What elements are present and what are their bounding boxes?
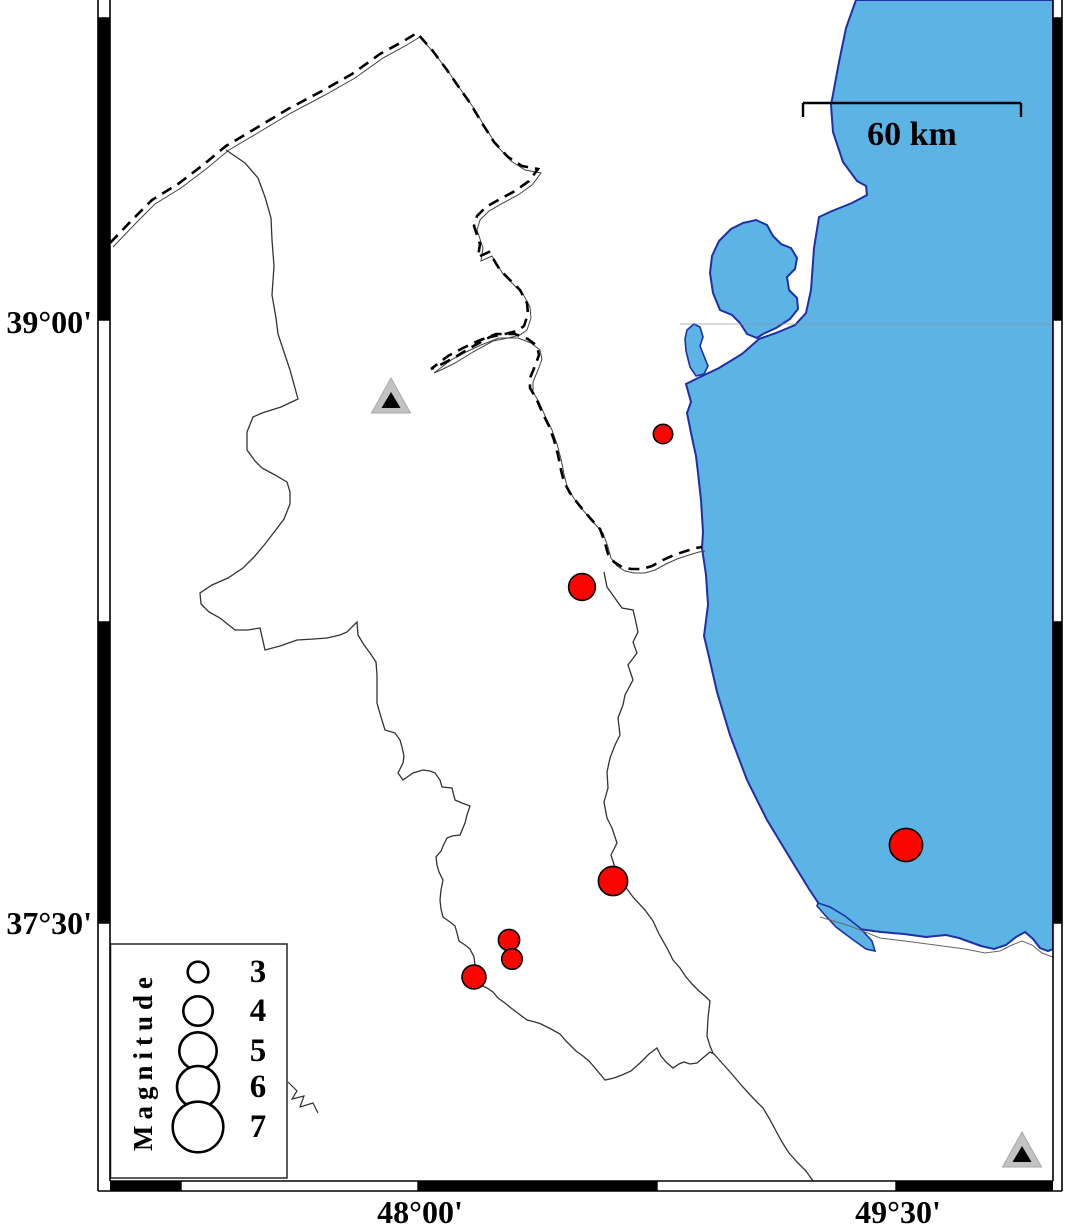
geography-layer — [109, 0, 1054, 1182]
province-boundary — [199, 149, 814, 1182]
border-river-line — [112, 36, 706, 574]
lon-label-48-00: 48°00' — [377, 1194, 463, 1229]
earthquake-marker — [652, 423, 674, 445]
bay-lobe — [708, 218, 800, 340]
markers-layer — [370, 376, 1043, 1168]
legend-value-5: 5 — [249, 1033, 267, 1069]
station-triangle-inner-icon — [381, 392, 401, 408]
station-triangle-inner-icon — [1012, 1146, 1032, 1162]
legend-circles — [171, 960, 225, 1154]
lagoon-south — [816, 901, 877, 953]
scale-bar-label: 60 km — [867, 116, 957, 153]
lon-label-49-30: 49°30' — [855, 1194, 941, 1229]
earthquake-marker — [597, 865, 629, 897]
lat-label-39-00: 39°00' — [6, 304, 92, 340]
legend-magnitude-circle — [186, 960, 210, 984]
legend-value-4: 4 — [249, 993, 267, 1029]
lagoon-north — [684, 323, 709, 377]
earthquake-marker — [497, 928, 521, 952]
legend-value-6: 6 — [249, 1069, 267, 1105]
map-frame — [97, 0, 1063, 1192]
lat-label-37-30: 37°30' — [6, 905, 92, 941]
legend-value-3: 3 — [249, 954, 267, 990]
legend-title: Magnitude — [128, 971, 158, 1152]
earthquake-marker — [888, 827, 924, 863]
coastal-road — [819, 916, 1054, 958]
scale-bar — [801, 101, 1023, 117]
legend-magnitude-circle — [178, 1031, 219, 1072]
legend-magnitude-circle — [171, 1100, 225, 1154]
stream-squiggle — [287, 1081, 319, 1114]
legend-box — [109, 943, 288, 1179]
legend-value-7: 7 — [249, 1109, 267, 1145]
earthquake-marker — [500, 947, 524, 971]
international-border — [109, 31, 703, 571]
earthquake-marker — [461, 964, 487, 990]
river-east — [603, 571, 714, 1054]
earthquake-marker — [567, 572, 597, 602]
legend-magnitude-circle — [182, 994, 215, 1027]
